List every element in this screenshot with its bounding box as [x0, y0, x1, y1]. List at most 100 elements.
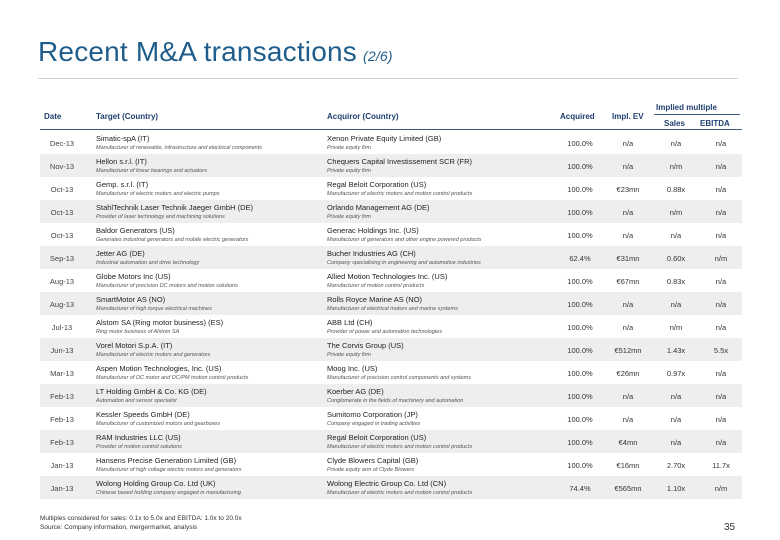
multiples-underline — [654, 114, 740, 115]
row-target-name: Kessler Speeds GmbH (DE) — [96, 410, 190, 419]
row-ebitda-multiple: n/a — [715, 185, 727, 194]
row-acquired: 62.4% — [569, 254, 591, 263]
table-row — [40, 338, 742, 361]
row-target-name: Hellon s.r.l. (IT) — [96, 157, 147, 166]
title-divider — [38, 78, 738, 79]
row-ebitda-multiple: n/a — [715, 369, 727, 378]
row-implied-ev: n/a — [622, 323, 634, 332]
row-target-name: StahlTechnik Laser Technik Jaeger GmbH (… — [96, 203, 254, 212]
row-date: Feb-13 — [50, 415, 74, 424]
row-acquiror-name: Regal Beloit Corporation (US) — [327, 433, 427, 442]
row-acquiror-description: Manufacturer of electrical motors and ma… — [327, 306, 458, 312]
row-date: Oct-13 — [50, 231, 74, 240]
row-acquiror-name: Chequers Capital Investissement SCR (FR) — [327, 157, 473, 166]
row-acquiror-name: The Corvis Group (US) — [327, 341, 404, 350]
row-acquired: 100.0% — [567, 162, 593, 171]
row-target-description: Manufacturer of high voltage electric mo… — [96, 467, 242, 473]
page-title: Recent M&A transactions (2/6) — [38, 36, 393, 68]
row-target-description: Manufacturer of renewable, infrastructur… — [96, 145, 263, 151]
row-target-description: Chinese based holding company engaged in… — [96, 490, 241, 496]
row-sales-multiple: n/a — [670, 139, 682, 148]
row-implied-ev: €16mn — [616, 461, 640, 470]
row-sales-multiple: n/a — [670, 438, 682, 447]
row-acquiror-name: Moog Inc. (US) — [327, 364, 378, 373]
row-implied-ev: €23mn — [616, 185, 640, 194]
row-target-description: Ring motor business of Alstom SA — [96, 329, 180, 335]
row-acquiror-description: Private equity arm of Clyde Blowers — [327, 467, 415, 473]
col-sales-header: Sales — [664, 119, 685, 128]
row-date: Jan-13 — [50, 461, 74, 470]
page-subtitle: (2/6) — [362, 48, 393, 64]
row-implied-ev: n/a — [622, 162, 634, 171]
row-acquired: 100.0% — [567, 231, 593, 240]
row-acquired: 100.0% — [567, 392, 593, 401]
row-acquiror-name: ABB Ltd (CH) — [327, 318, 373, 327]
row-ebitda-multiple: n/a — [715, 438, 727, 447]
row-acquiror-name: Wolong Electric Group Co. Ltd (CN) — [327, 479, 447, 488]
row-sales-multiple: n/m — [669, 208, 683, 217]
row-target-name: SmartMotor AS (NO) — [96, 295, 166, 304]
row-acquired: 100.0% — [567, 300, 593, 309]
row-date: Oct-13 — [50, 208, 74, 217]
row-sales-multiple: 0.88x — [666, 185, 686, 194]
row-acquired: 100.0% — [567, 208, 593, 217]
row-acquiror-description: Provider of power and automation technol… — [327, 329, 442, 335]
row-acquired: 74.4% — [569, 484, 591, 493]
table-row — [40, 246, 742, 269]
row-sales-multiple: 0.60x — [666, 254, 686, 263]
row-sales-multiple: 0.97x — [666, 369, 686, 378]
col-target-header: Target (Country) — [96, 112, 159, 121]
row-ebitda-multiple: n/m — [714, 484, 728, 493]
row-implied-ev: €67mn — [616, 277, 640, 286]
row-target-name: Vorel Motori S.p.A. (IT) — [96, 341, 173, 350]
row-sales-multiple: n/m — [669, 323, 683, 332]
row-acquiror-name: Bucher Industries AG (CH) — [327, 249, 416, 258]
row-target-name: Baldor Generators (US) — [96, 226, 175, 235]
row-target-description: Automation and sensor specialist — [96, 398, 177, 404]
row-implied-ev: €512mn — [614, 346, 642, 355]
row-target-name: Jetter AG (DE) — [96, 249, 145, 258]
row-acquiror-name: Orlando Management AG (DE) — [327, 203, 430, 212]
row-implied-ev: €4mn — [618, 438, 638, 447]
row-target-name: Hansens Precise Generation Limited (GB) — [96, 456, 237, 465]
row-acquiror-description: Private equity firm — [327, 352, 372, 358]
row-implied-ev: €565mn — [614, 484, 642, 493]
row-acquiror-description: Company engaged in trading activities — [327, 421, 421, 427]
row-ebitda-multiple: n/a — [715, 415, 727, 424]
table-row — [40, 154, 742, 177]
row-sales-multiple: n/a — [670, 415, 682, 424]
row-acquiror-description: Private equity firm — [327, 145, 372, 151]
row-target-description: Manufacturer of linear bearings and actu… — [96, 168, 207, 174]
table-row — [40, 430, 742, 453]
row-sales-multiple: 1.43x — [666, 346, 686, 355]
row-acquiror-name: Regal Beloit Corporation (US) — [327, 180, 427, 189]
row-implied-ev: n/a — [622, 392, 634, 401]
row-ebitda-multiple: n/a — [715, 323, 727, 332]
row-ebitda-multiple: n/a — [715, 231, 727, 240]
row-target-name: Simatic-spA (IT) — [96, 134, 150, 143]
row-date: Jan-13 — [50, 484, 74, 493]
row-acquiror-name: Generac Holdings Inc. (US) — [327, 226, 419, 235]
row-ebitda-multiple: n/a — [715, 162, 727, 171]
row-target-name: Gemp. s.r.l. (IT) — [96, 180, 149, 189]
row-acquiror-name: Koerber AG (DE) — [327, 387, 384, 396]
row-date: Oct-13 — [50, 185, 74, 194]
row-date: Feb-13 — [50, 392, 74, 401]
row-implied-ev: n/a — [622, 415, 634, 424]
page-number: 35 — [724, 522, 736, 533]
row-sales-multiple: n/a — [670, 231, 682, 240]
row-acquiror-name: Allied Motion Technologies Inc. (US) — [327, 272, 448, 281]
row-acquiror-name: Rolls Royce Marine AS (NO) — [327, 295, 423, 304]
row-target-description: Manufacturer of precision DC motors and … — [96, 283, 238, 289]
footnote-source: Source: Company information, mergermarke… — [40, 524, 198, 531]
row-implied-ev: n/a — [622, 139, 634, 148]
row-implied-ev: n/a — [622, 300, 634, 309]
row-date: Aug-13 — [49, 277, 75, 286]
row-date: Feb-13 — [50, 438, 74, 447]
row-acquired: 100.0% — [567, 369, 593, 378]
row-target-name: LT Holding GmbH & Co. KG (DE) — [96, 387, 207, 396]
row-ebitda-multiple: n/a — [715, 139, 727, 148]
table-row — [40, 476, 742, 499]
row-target-description: Manufacturer of customized motors and ge… — [96, 421, 221, 427]
row-ebitda-multiple: n/a — [715, 392, 727, 401]
